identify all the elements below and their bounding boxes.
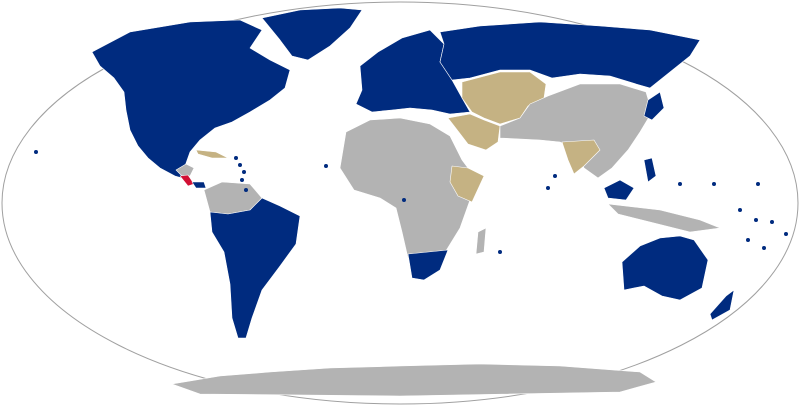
southeast-asia[interactable] [603, 179, 635, 201]
island-state-marker[interactable] [712, 182, 716, 186]
south-asia[interactable] [561, 139, 601, 175]
russia[interactable] [439, 21, 701, 89]
island-state-marker[interactable] [756, 182, 760, 186]
island-state-marker[interactable] [770, 220, 774, 224]
island-state-marker[interactable] [678, 182, 682, 186]
madagascar[interactable] [475, 227, 487, 255]
island-state-marker[interactable] [242, 170, 246, 174]
island-state-marker[interactable] [498, 250, 502, 254]
europe[interactable] [355, 29, 471, 115]
philippines[interactable] [643, 157, 657, 183]
island-state-marker[interactable] [238, 163, 242, 167]
central-america-north[interactable] [175, 163, 195, 177]
antarctica[interactable] [171, 363, 657, 397]
island-state-marker[interactable] [34, 150, 38, 154]
island-state-marker[interactable] [244, 188, 248, 192]
north-america[interactable] [91, 19, 291, 179]
island-state-marker[interactable] [553, 174, 557, 178]
island-state-marker[interactable] [234, 156, 238, 160]
island-state-marker[interactable] [402, 198, 406, 202]
island-state-marker[interactable] [546, 186, 550, 190]
island-state-marker[interactable] [240, 178, 244, 182]
island-state-marker[interactable] [324, 164, 328, 168]
south-america[interactable] [209, 197, 301, 339]
horn-of-africa[interactable] [449, 165, 485, 203]
indonesia[interactable] [607, 203, 721, 233]
east-asia[interactable] [499, 83, 653, 179]
island-state-marker[interactable] [746, 238, 750, 242]
japan[interactable] [643, 91, 665, 121]
island-state-marker[interactable] [738, 208, 742, 212]
australia[interactable] [621, 235, 709, 301]
greenland[interactable] [261, 7, 363, 61]
island-state-marker[interactable] [784, 232, 788, 236]
southern-africa[interactable] [407, 249, 449, 281]
island-state-marker[interactable] [762, 246, 766, 250]
middle-east[interactable] [447, 113, 501, 151]
panama[interactable] [191, 181, 207, 189]
new-zealand[interactable] [709, 289, 735, 321]
caribbean[interactable] [195, 149, 229, 159]
island-state-marker[interactable] [754, 218, 758, 222]
